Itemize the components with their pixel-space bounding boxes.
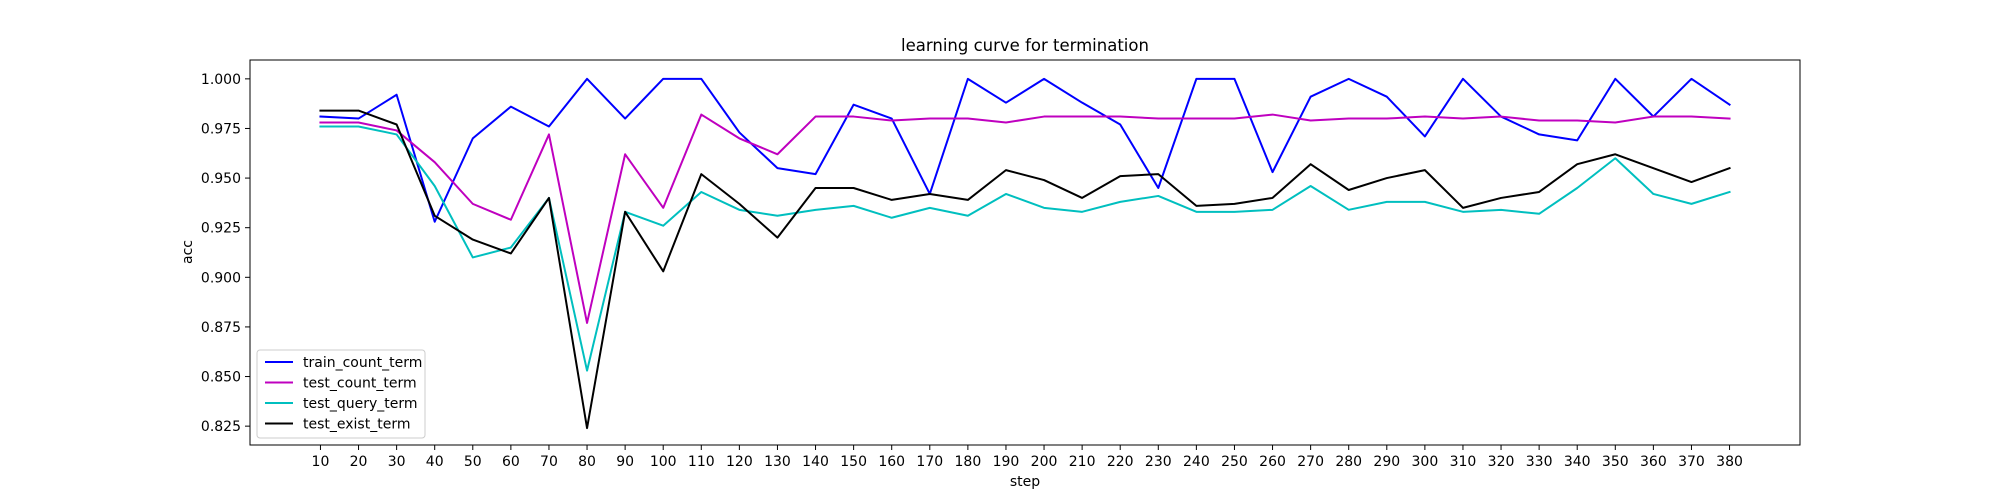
x-tick-label: 220 [1107, 454, 1134, 470]
series-line-train_count_term [319, 77, 1731, 223]
x-tick-label: 370 [1678, 454, 1705, 470]
legend: train_count_term test_count_term test_quer… [256, 349, 426, 439]
x-tick-label: 70 [540, 454, 558, 470]
x-tick-label: 330 [1526, 454, 1553, 470]
x-tick-label: 150 [840, 454, 867, 470]
x-tick-label: 80 [578, 454, 596, 470]
y-tick-label: 0.825 [201, 419, 241, 435]
x-tick-label: 230 [1145, 454, 1172, 470]
y-tick-label: 0.850 [201, 370, 241, 386]
y-tick-label: 0.975 [201, 121, 241, 137]
x-tick-label: 100 [650, 454, 677, 470]
y-tick-label: 0.900 [201, 270, 241, 286]
x-tick-label: 210 [1069, 454, 1096, 470]
y-tick-label: 0.950 [201, 171, 241, 187]
x-tick-label: 130 [764, 454, 791, 470]
x-tick-label: 30 [388, 454, 406, 470]
x-tick-label: 170 [916, 454, 943, 470]
x-tick-label: 40 [426, 454, 444, 470]
legend-label-test_query_term: test_query_term [303, 396, 418, 412]
series-line-test_count_term [319, 113, 1731, 324]
legend-box [256, 349, 426, 439]
x-tick-label: 180 [955, 454, 982, 470]
legend-label-test_count_term: test_count_term [303, 376, 417, 392]
x-tick-label: 50 [464, 454, 482, 470]
x-tick-label: 240 [1183, 454, 1210, 470]
x-tick-label: 320 [1488, 454, 1515, 470]
x-tick-label: 250 [1221, 454, 1248, 470]
x-tick-label: 350 [1602, 454, 1629, 470]
x-tick-label: 60 [502, 454, 520, 470]
x-tick-label: 340 [1564, 454, 1591, 470]
x-tick-label: 120 [726, 454, 753, 470]
x-tick-label: 190 [993, 454, 1020, 470]
x-tick-label: 20 [350, 454, 368, 470]
legend-label-test_exist_term: test_exist_term [303, 417, 410, 433]
plot-area-frame [249, 59, 1801, 446]
x-axis-label: step [1010, 474, 1040, 490]
x-tick-label: 270 [1297, 454, 1324, 470]
y-axis-label: acc [180, 240, 196, 264]
x-tick-label: 290 [1373, 454, 1400, 470]
legend-label-train_count_term: train_count_term [303, 355, 422, 371]
x-tick-label: 160 [878, 454, 905, 470]
chart-title: learning curve for termination [901, 36, 1149, 55]
x-tick-label: 110 [688, 454, 715, 470]
ticks-layer: 10 20 30 40 50 60 70 80 90 100 110 120 130 140 150 160 1… [201, 72, 1743, 470]
y-tick-label: 0.875 [201, 320, 241, 336]
x-tick-label: 90 [616, 454, 634, 470]
series-line-test_query_term [319, 125, 1731, 372]
y-tick-label: 0.925 [201, 221, 241, 237]
x-tick-label: 310 [1450, 454, 1477, 470]
x-tick-label: 280 [1335, 454, 1362, 470]
x-tick-label: 260 [1259, 454, 1286, 470]
y-tick-label: 1.000 [201, 72, 241, 88]
x-tick-label: 360 [1640, 454, 1667, 470]
x-tick-label: 200 [1031, 454, 1058, 470]
x-tick-label: 10 [312, 454, 330, 470]
x-tick-label: 380 [1716, 454, 1743, 470]
x-tick-label: 300 [1412, 454, 1439, 470]
series-line-test_exist_term [319, 109, 1731, 430]
x-tick-label: 140 [802, 454, 829, 470]
series-layer [319, 77, 1731, 430]
